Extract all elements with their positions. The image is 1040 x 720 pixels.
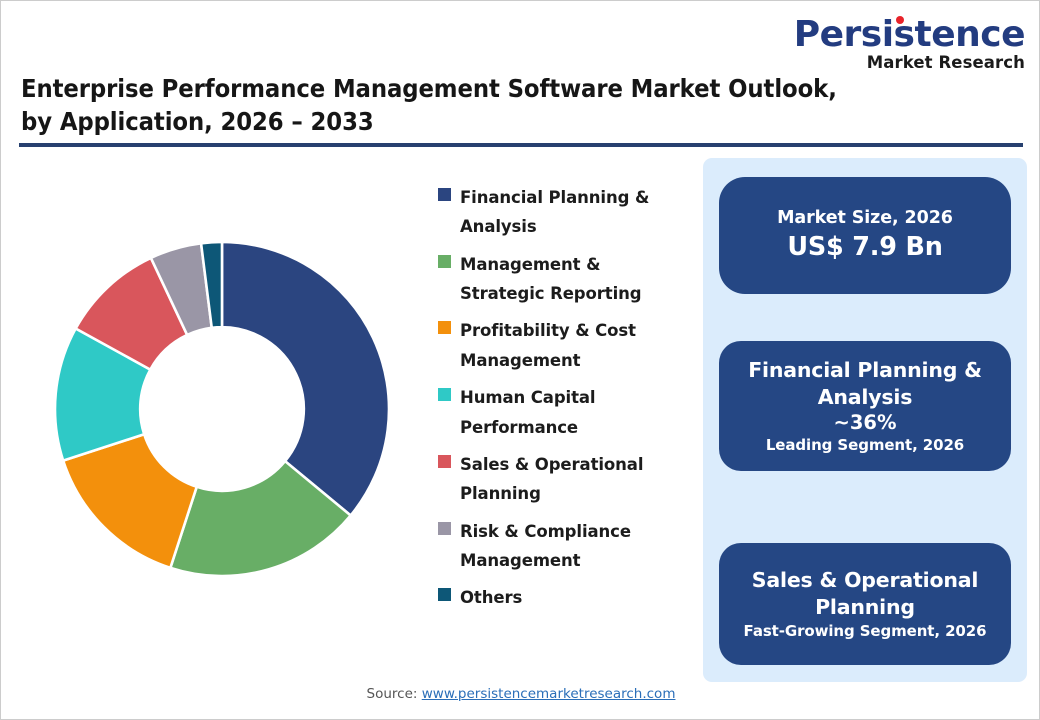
legend-swatch-icon [438,388,451,402]
legend-swatch-icon [438,588,451,602]
legend-item: Risk & Compliance Management [438,517,688,576]
donut-slice [168,459,353,578]
source-link[interactable]: www.persistencemarketresearch.com [421,686,676,702]
logo-wordmark: Persistence [793,14,1026,55]
legend-swatch-icon [438,188,451,201]
legend-item-label: Profitability & Cost Management [460,321,636,370]
legend-item-label: Human Capital Performance [460,388,596,437]
logo-dot-icon [895,16,904,24]
stat-card-fast-growing-segment: Sales & Operational Planning Fast-Growin… [719,543,1011,665]
legend-item-label: Risk & Compliance Management [460,521,631,570]
chart-legend: Financial Planning & Analysis Management … [438,183,688,621]
stat-card-market-size: Market Size, 2026 US$ 7.9 Bn [719,177,1011,294]
legend-item: Others [438,583,688,612]
stats-panel: Market Size, 2026 US$ 7.9 Bn Financial P… [703,158,1027,682]
legend-item: Profitability & Cost Management [438,316,688,375]
fast-growing-segment-note: Fast-Growing Segment, 2026 [743,622,987,641]
market-size-value: US$ 7.9 Bn [787,231,943,262]
legend-swatch-icon [438,454,451,468]
legend-item: Financial Planning & Analysis [438,183,688,242]
legend-item: Management & Strategic Reporting [438,250,688,309]
legend-swatch-icon [438,321,451,335]
fast-growing-segment-name: Sales & Operational Planning [751,567,979,619]
donut-chart-svg [53,240,391,578]
leading-segment-note: Leading Segment, 2026 [765,435,965,454]
source-prefix: Source: [366,686,422,702]
legend-item: Human Capital Performance [438,383,688,442]
brand-logo: Persistence Market Research [785,14,1026,72]
leading-segment-percent: ~36% [833,411,897,435]
page-title: Enterprise Performance Management Softwa… [21,74,837,136]
leading-segment-name: Financial Planning & Analysis [748,357,982,410]
legend-swatch-icon [438,521,451,535]
logo-wordmark-text: Persistence [793,14,1026,55]
donut-slice [199,240,224,330]
donut-slice [220,240,391,518]
legend-item-label: Others [460,588,523,608]
legend-item-label: Management & Strategic Reporting [460,254,642,304]
market-size-caption: Market Size, 2026 [777,208,953,229]
legend-item: Sales & Operational Planning [438,450,688,509]
legend-item-label: Sales & Operational Planning [460,454,644,504]
title-underline-rule [19,143,1023,147]
source-line: Source: www.persistencemarketresearch.co… [1,686,1039,702]
donut-chart [31,181,431,641]
legend-item-label: Financial Planning & Analysis [460,188,650,237]
donut-slice-group [53,240,391,578]
stat-card-leading-segment: Financial Planning & Analysis ~36% Leadi… [719,341,1011,471]
logo-subtitle: Market Research [866,53,1025,72]
legend-swatch-icon [438,254,451,268]
